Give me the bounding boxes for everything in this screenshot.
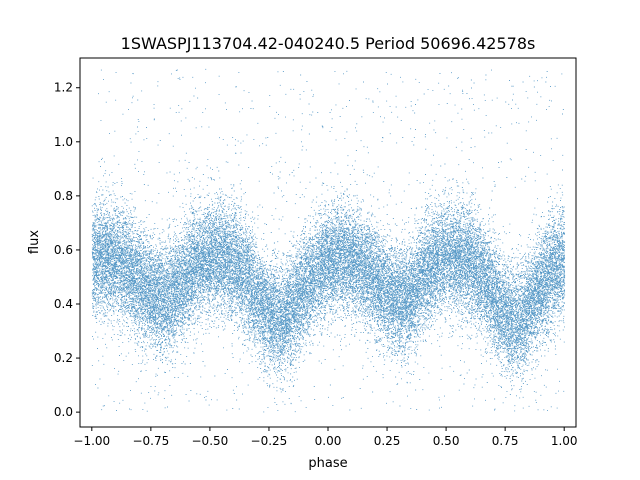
x-tick-label: −1.00 <box>73 434 110 448</box>
x-axis-ticks: −1.00 −0.75 −0.50 −0.25 0.00 0.25 0.50 0.75 1.00 <box>73 427 578 448</box>
x-tick-label: 0.25 <box>374 434 401 448</box>
chart-title: 1SWASPJ113704.42-040240.5 Period 50696.4… <box>121 34 536 53</box>
scatter-points <box>91 68 566 413</box>
y-axis-label: flux <box>27 230 42 254</box>
y-tick-label: 0.6 <box>54 243 73 257</box>
x-tick-label: −0.50 <box>192 434 229 448</box>
y-tick-label: 1.0 <box>54 135 73 149</box>
y-tick-label: 0.4 <box>54 297 73 311</box>
y-tick-label: 0.8 <box>54 189 73 203</box>
x-tick-label: −0.25 <box>251 434 288 448</box>
x-tick-label: 0.75 <box>492 434 519 448</box>
plot-frame <box>79 57 577 428</box>
x-tick-label: −0.75 <box>132 434 169 448</box>
y-tick-label: 0.2 <box>54 351 73 365</box>
y-axis-ticks: 0.0 0.2 0.4 0.6 0.8 1.0 1.2 <box>54 81 80 419</box>
y-tick-label: 0.0 <box>54 405 73 419</box>
data-points <box>91 68 566 413</box>
x-tick-label: 0.50 <box>433 434 460 448</box>
x-tick-label: 0.00 <box>315 434 342 448</box>
x-axis-label: phase <box>308 456 347 471</box>
y-tick-label: 1.2 <box>54 81 73 95</box>
x-tick-label: 1.00 <box>551 434 578 448</box>
